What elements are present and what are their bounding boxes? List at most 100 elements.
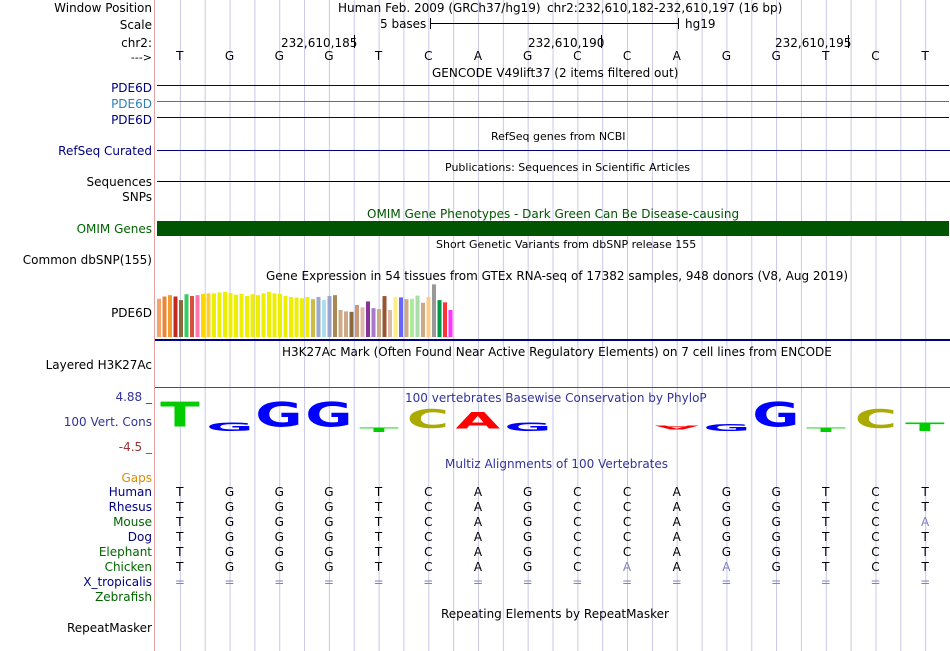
multiz-base: C xyxy=(573,485,582,499)
scale-bar-db: hg19 xyxy=(685,17,716,31)
repeatmasker-label[interactable]: RepeatMasker xyxy=(66,621,152,635)
gencode-transcript-1[interactable]: ‹‹‹‹‹‹‹‹‹‹‹‹‹‹‹‹‹‹‹‹‹‹‹‹‹‹‹‹‹‹‹‹‹‹‹‹‹‹‹‹… xyxy=(157,85,949,86)
gtex-tissue-bar xyxy=(212,293,216,337)
sequence-base: T xyxy=(176,49,184,63)
phylop-base-letter: C xyxy=(854,405,897,435)
h3k27ac-track-title[interactable]: H3K27Ac Mark (Often Found Near Active Re… xyxy=(282,345,832,359)
gtex-tissue-bar xyxy=(168,295,172,337)
gencode-track-title[interactable]: GENCODE V49lift37 (2 items filtered out) xyxy=(432,66,679,80)
multiz-base: G xyxy=(324,500,334,514)
gtex-tissue-bar xyxy=(289,296,293,337)
multiz-base: C xyxy=(424,500,433,514)
multiz-base: G xyxy=(771,545,781,559)
multiz-base: T xyxy=(921,500,929,514)
gtex-tissue-bar xyxy=(311,299,315,337)
multiz-species-label[interactable]: Mouse xyxy=(113,515,152,529)
multiz-species-label[interactable]: X_tropicalis xyxy=(83,575,152,589)
multiz-species-label[interactable]: Elephant xyxy=(98,545,152,559)
repeatmasker-track-title[interactable]: Repeating Elements by RepeatMasker xyxy=(441,607,669,621)
multiz-species-label[interactable]: Chicken xyxy=(104,560,152,574)
gencode-transcript-3[interactable]: ‹‹‹‹‹‹‹‹‹‹‹‹‹‹‹‹‹‹‹‹‹‹‹‹‹‹‹‹‹‹‹‹‹‹‹‹‹‹‹‹… xyxy=(157,117,949,118)
gtex-tissue-bar xyxy=(426,296,431,337)
multiz-species-label[interactable]: Zebrafish xyxy=(95,590,152,604)
gtex-tissue-bar xyxy=(333,295,337,337)
multiz-base: A xyxy=(672,515,681,529)
publications-track-title[interactable]: Publications: Sequences in Scientific Ar… xyxy=(445,161,690,174)
multiz-base: T xyxy=(374,560,383,574)
h3k27ac-label[interactable]: Layered H3K27Ac xyxy=(45,358,152,372)
phylop-max-label: 4.88 _ xyxy=(115,390,152,404)
multiz-base: = xyxy=(174,575,185,589)
multiz-base: A xyxy=(921,515,930,529)
multiz-species-label[interactable]: Rhesus xyxy=(108,500,152,514)
multiz-base: G xyxy=(324,545,334,559)
refseq-gene-line[interactable] xyxy=(157,150,950,151)
gencode-gene-label[interactable]: PDE6D xyxy=(111,97,152,111)
multiz-base: A xyxy=(473,500,483,514)
multiz-base: C xyxy=(424,515,433,529)
dbsnp-label[interactable]: Common dbSNP(155) xyxy=(22,253,152,267)
gtex-tissue-bar xyxy=(355,305,359,337)
phylop-track-label[interactable]: 100 Vert. Cons xyxy=(63,415,152,429)
multiz-base: G xyxy=(274,515,284,529)
multiz-base: T xyxy=(176,530,184,544)
gtex-tissue-bar xyxy=(256,295,260,337)
phylop-base-letter: G xyxy=(255,396,303,435)
gtex-track-title[interactable]: Gene Expression in 54 tissues from GTEx … xyxy=(266,269,849,283)
multiz-base: T xyxy=(176,485,184,499)
multiz-base: C xyxy=(622,485,632,499)
gtex-tissue-bar xyxy=(393,296,398,337)
position-tick-label: 232,610,195 xyxy=(775,36,852,50)
gtex-bar-chart[interactable] xyxy=(155,280,555,342)
multiz-base: G xyxy=(771,530,781,544)
multiz-base: T xyxy=(921,560,929,574)
omim-track-title[interactable]: OMIM Gene Phenotypes - Dark Green Can Be… xyxy=(367,207,740,221)
sequence-base: C xyxy=(424,49,433,63)
refseq-label[interactable]: RefSeq Curated xyxy=(58,144,152,158)
refseq-track-title[interactable]: RefSeq genes from NCBI xyxy=(491,130,626,143)
sequences-label[interactable]: Sequences xyxy=(86,175,152,189)
gencode-transcript-2[interactable]: ‹‹‹‹‹‹‹‹‹‹‹‹‹‹‹‹‹‹‹‹‹‹‹‹‹‹‹‹‹‹‹‹‹‹‹‹‹‹‹‹… xyxy=(157,101,949,102)
omim-label[interactable]: OMIM Genes xyxy=(76,222,152,236)
h3k27ac-signal-line[interactable] xyxy=(155,387,950,388)
gtex-tissue-bar xyxy=(382,296,387,337)
sequence-base: G xyxy=(771,49,781,63)
phylop-min-label: -4.5 _ xyxy=(118,440,152,454)
gtex-gene-label[interactable]: PDE6D xyxy=(111,306,152,320)
sequence-base: G xyxy=(324,49,334,63)
multiz-base: C xyxy=(622,515,632,529)
position-text[interactable]: chr2:232,610,182-232,610,197 (16 bp) xyxy=(547,1,783,15)
phylop-base-letter: G xyxy=(305,396,353,435)
gaps-label[interactable]: Gaps xyxy=(121,471,152,485)
publications-sequence-line[interactable] xyxy=(157,181,950,182)
sequence-base: C xyxy=(871,49,880,63)
multiz-track-title[interactable]: Multiz Alignments of 100 Vertebrates xyxy=(445,457,669,471)
omim-gene-bar[interactable] xyxy=(157,221,949,236)
multiz-base: T xyxy=(374,515,383,529)
multiz-species-label[interactable]: Human xyxy=(108,485,152,499)
position-tick-label: 232,610,190 xyxy=(528,36,605,50)
multiz-base: G xyxy=(771,485,781,499)
phylop-track-title[interactable]: 100 vertebrates Basewise Conservation by… xyxy=(405,391,707,405)
sequence-base: G xyxy=(274,49,284,63)
multiz-base: T xyxy=(822,530,830,544)
gtex-tissue-bar xyxy=(388,310,392,337)
sequence-base: T xyxy=(921,49,929,63)
gtex-tissue-bar xyxy=(223,292,227,337)
assembly-text[interactable]: Human Feb. 2009 (GRCh37/hg19) xyxy=(338,1,541,15)
gencode-gene-label[interactable]: PDE6D xyxy=(111,113,152,127)
gencode-gene-label[interactable]: PDE6D xyxy=(111,81,152,95)
multiz-base: A xyxy=(672,560,681,574)
phylop-base-letter: T xyxy=(806,426,846,434)
multiz-base: G xyxy=(523,560,533,574)
multiz-species-label[interactable]: Dog xyxy=(127,530,152,544)
gtex-tissue-bar xyxy=(261,293,266,337)
multiz-base: T xyxy=(374,485,383,499)
multiz-base: G xyxy=(324,485,334,499)
multiz-base: T xyxy=(921,530,929,544)
dbsnp-track-title[interactable]: Short Genetic Variants from dbSNP releas… xyxy=(436,238,697,251)
multiz-base: T xyxy=(822,515,830,529)
multiz-base: G xyxy=(324,530,334,544)
gtex-tissue-bar xyxy=(360,307,365,337)
snps-label[interactable]: SNPs xyxy=(122,190,152,204)
